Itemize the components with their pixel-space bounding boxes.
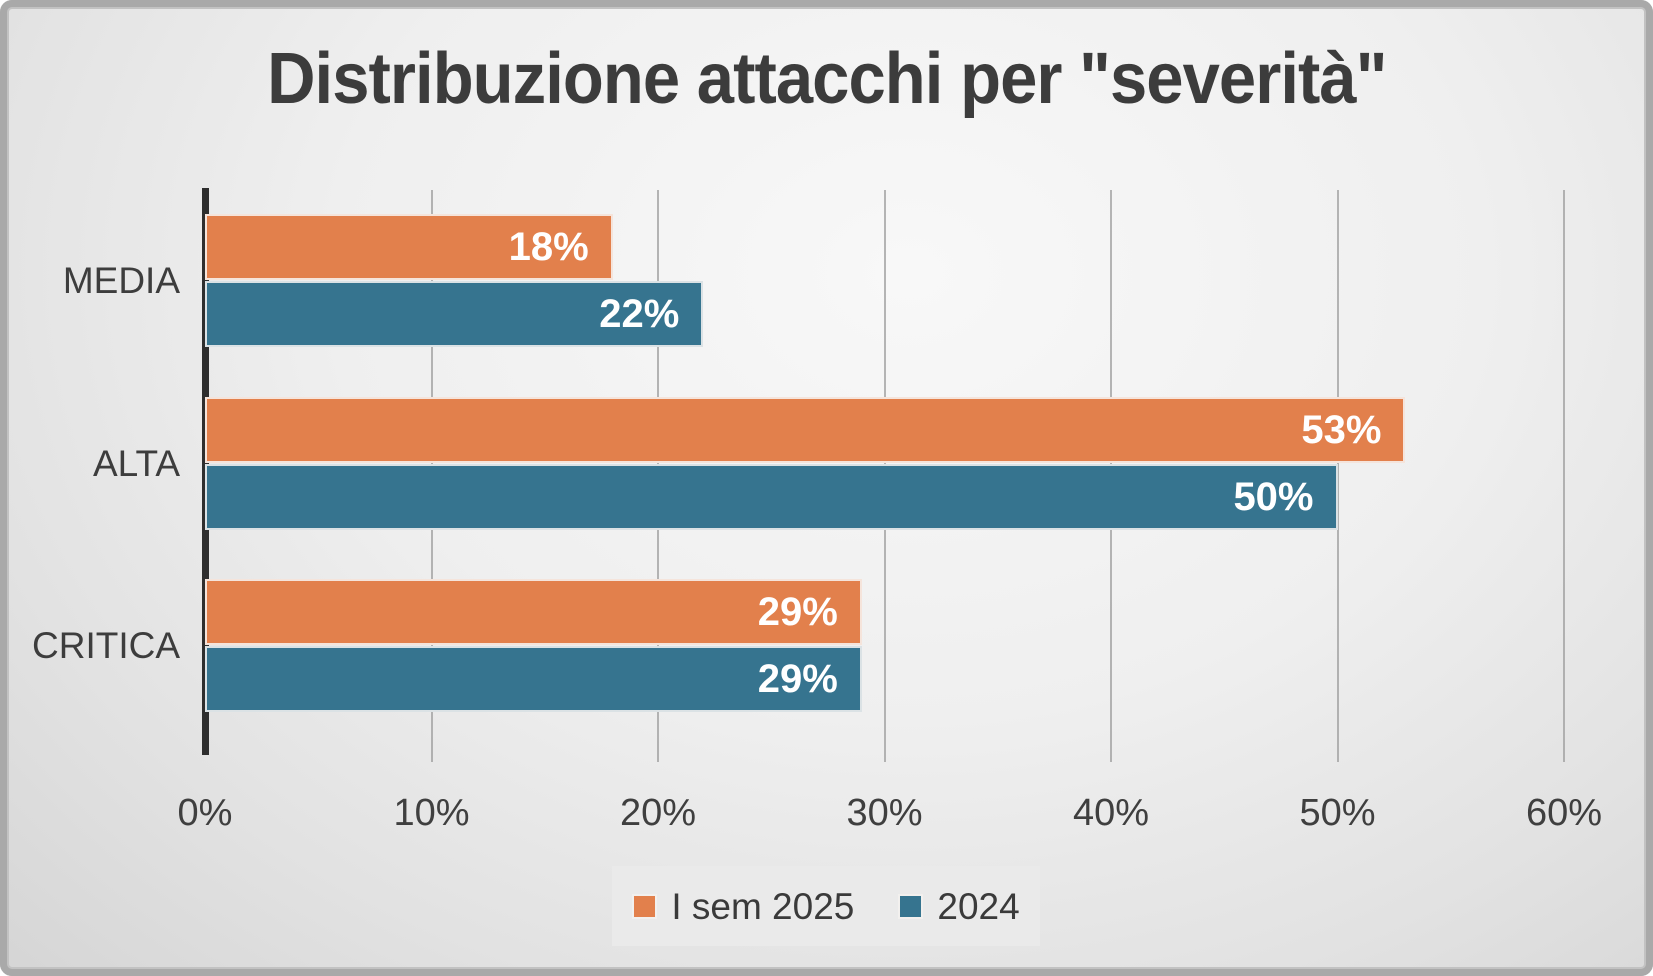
bar-i-sem-2025-media: 18% bbox=[205, 214, 613, 280]
legend: I sem 2025 2024 bbox=[612, 866, 1040, 946]
bar-i-sem-2025-critica: 29% bbox=[205, 579, 862, 646]
gridline-50% bbox=[1336, 190, 1339, 762]
bar-2024-alta: 50% bbox=[205, 463, 1338, 530]
x-tick-label-0%: 0% bbox=[177, 792, 233, 834]
legend-swatch-2024 bbox=[898, 893, 924, 919]
legend-label: 2024 bbox=[937, 885, 1020, 927]
category-label-alta: ALTA bbox=[92, 442, 180, 484]
legend-label: I sem 2025 bbox=[671, 885, 855, 927]
bar-value-label: 22% bbox=[599, 292, 680, 336]
chart-title: Distribuzione attacchi per "severità" bbox=[0, 38, 1653, 120]
x-tick-label-20%: 20% bbox=[619, 792, 697, 834]
bar-value-label: 29% bbox=[757, 657, 838, 702]
chart-title-text: Distribuzione attacchi per "severità" bbox=[266, 39, 1387, 119]
category-label-critica: CRITICA bbox=[32, 625, 180, 667]
bar-value-label: 29% bbox=[757, 590, 838, 635]
x-tick-label-10%: 10% bbox=[393, 792, 470, 834]
legend-item-i-sem-2025: I sem 2025 bbox=[632, 888, 854, 925]
bar-2024-media: 22% bbox=[205, 281, 704, 347]
bar-value-label: 53% bbox=[1301, 407, 1382, 452]
category-label-media: MEDIA bbox=[62, 260, 180, 301]
legend-item-2024: 2024 bbox=[898, 885, 1020, 927]
legend-swatch-i-sem-2025 bbox=[632, 893, 658, 919]
bar-value-label: 50% bbox=[1233, 474, 1314, 519]
bar-value-label: 18% bbox=[508, 225, 589, 269]
bar-2024-critica: 29% bbox=[205, 646, 862, 713]
x-tick-label-40%: 40% bbox=[1072, 792, 1150, 834]
x-tick-label-30%: 30% bbox=[846, 792, 923, 834]
x-tick-label-50%: 50% bbox=[1299, 792, 1376, 834]
plot-area: 18% 22% 53% 50% 29% 29% bbox=[202, 188, 1567, 762]
gridline-60% bbox=[1563, 190, 1565, 762]
x-tick-label-60%: 60% bbox=[1525, 792, 1603, 834]
bar-i-sem-2025-alta: 53% bbox=[205, 396, 1406, 463]
